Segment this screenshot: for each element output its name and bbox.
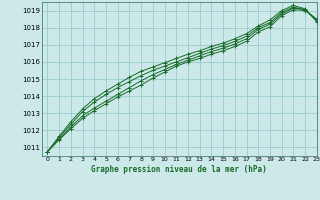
X-axis label: Graphe pression niveau de la mer (hPa): Graphe pression niveau de la mer (hPa)	[91, 165, 267, 174]
